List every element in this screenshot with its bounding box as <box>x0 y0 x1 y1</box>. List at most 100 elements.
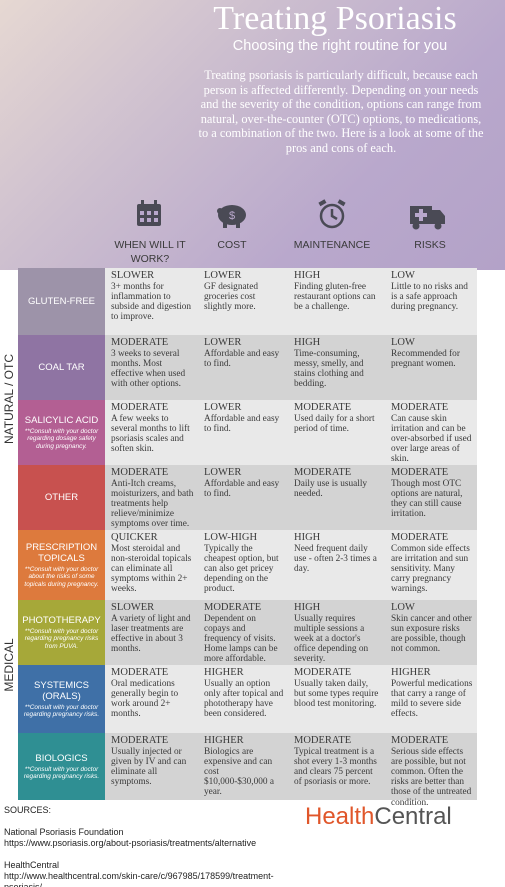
cell-text: Anti-Itch creams, moisturizers, and bath… <box>111 478 194 530</box>
table-cell: HIGH Usually requires multiple sessions a… <box>288 600 385 665</box>
cell-level: LOW <box>391 602 415 613</box>
cell-text: Skin cancer and other sun exposure risks… <box>391 613 472 655</box>
cell-level: SLOWER <box>111 270 155 281</box>
cell-level: LOW <box>391 337 415 348</box>
cell-level: SLOWER <box>111 602 155 613</box>
table-cell: MODERATE Anti-Itch creams, moisturizers, … <box>105 465 198 530</box>
table-cell: HIGHER Usually an option only after topic… <box>198 665 288 733</box>
cell-text: Little to no risks and is a safe approac… <box>391 281 468 312</box>
cell-text: Can cause skin irritation and can be ove… <box>391 413 472 465</box>
cell-level: LOWER <box>204 402 242 413</box>
cell-text: Affordable and easy to find. <box>204 478 280 499</box>
cell-text: Daily use is usually needed. <box>294 478 368 499</box>
cell-level: MODERATE <box>111 337 169 348</box>
icons: $ <box>137 199 445 230</box>
cell-level: HIGHER <box>204 735 244 746</box>
row-label: GLUTEN-FREE <box>18 268 105 335</box>
logo-part: Health <box>305 803 375 830</box>
table-cell: MODERATE Though most OTC options are natu… <box>385 465 477 530</box>
table-cell: HIGH Time-consuming, messy, smelly, and s… <box>288 335 385 400</box>
cell-level: HIGH <box>294 602 321 613</box>
table-cell: MODERATE Can cause skin irritation and ca… <box>385 400 477 465</box>
group-label: MEDICAL <box>2 638 16 692</box>
table-cell: MODERATE Dependent on copays and frequenc… <box>198 600 288 665</box>
column-header: WHEN WILL IT WORK? <box>114 239 186 265</box>
table-cell: MODERATE Common side effects are irritati… <box>385 530 477 600</box>
cell-level: LOW-HIGH <box>204 532 258 543</box>
cell-text: Most steroidal and non-steroidal topical… <box>111 543 192 595</box>
sources-label: SOURCES: <box>4 805 52 815</box>
cell-text: Common side effects are irritation and s… <box>391 543 470 595</box>
table-cell: LOWER Affordable and easy to find. <box>198 400 288 465</box>
row-label: OTHER <box>18 465 105 530</box>
table-cell: MODERATE Serious side effects are possibl… <box>385 733 477 808</box>
cell-text: Typical treatment is a shot every 1-3 mo… <box>294 746 377 788</box>
cell-text: Usually an option only after topical and… <box>204 678 284 720</box>
cell-level: MODERATE <box>391 532 449 543</box>
cell-text: Need frequent daily use - often 2-3 time… <box>294 543 377 574</box>
source-item: National Psoriasis Foundation <box>4 827 124 837</box>
cell-level: HIGH <box>294 270 321 281</box>
cell-text: Time-consuming, messy, smelly, and stain… <box>294 348 364 390</box>
cell-text: Finding gluten-free restaurant options c… <box>294 281 376 312</box>
cell-level: MODERATE <box>111 467 169 478</box>
table-cell: SLOWER A variety of light and laser treat… <box>105 600 198 665</box>
row-label: SALICYLIC ACID **Consult with your doctor… <box>18 400 105 465</box>
source-item: http://www.healthcentral.com/skin-care/c… <box>4 871 274 887</box>
cell-level: MODERATE <box>294 735 352 746</box>
cell-level: HIGH <box>294 532 321 543</box>
table-cell: HIGHER Powerful medications that carry a … <box>385 665 477 733</box>
table-cell: QUICKER Most steroidal and non-steroidal … <box>105 530 198 600</box>
header-background <box>0 0 505 270</box>
cell-level: MODERATE <box>391 402 449 413</box>
table-cell: HIGH Need frequent daily use - often 2-3 … <box>288 530 385 600</box>
table-cell: MODERATE Oral medications generally begin… <box>105 665 198 733</box>
row-label: PHOTOTHERAPY **Consult with your doctor r… <box>18 600 105 665</box>
source-item: HealthCentral <box>4 860 60 870</box>
cell-text: Biologics are expensive and can cost $10… <box>204 746 274 798</box>
cell-text: Dependent on copays and frequency of vis… <box>204 613 278 665</box>
cell-level: MODERATE <box>391 735 449 746</box>
cell-level: LOWER <box>204 270 242 281</box>
row-name: COAL TAR <box>38 362 85 373</box>
cell-text: Though most OTC options are natural, the… <box>391 478 463 520</box>
column-header: MAINTENANCE <box>293 239 371 251</box>
table-cell: MODERATE Typical treatment is a shot ever… <box>288 733 385 800</box>
cell-text: Oral medications generally begin to work… <box>111 678 179 720</box>
cell-level: MODERATE <box>111 402 169 413</box>
title: Treating Psoriasis <box>213 0 457 37</box>
row-label: BIOLOGICS **Consult with your doctor rega… <box>18 733 105 800</box>
cell-text: 3+ months for inflammation to subside an… <box>111 281 192 323</box>
cell-level: MODERATE <box>294 667 352 678</box>
cell-text: Powerful medications that carry a range … <box>391 678 473 720</box>
row-name: OTHER <box>44 492 79 503</box>
svg-text:$: $ <box>229 210 235 222</box>
logo-part: Central <box>374 803 452 830</box>
cell-text: Typically the cheapest option, but can a… <box>204 543 279 595</box>
cell-text: Affordable and easy to find. <box>204 413 280 434</box>
column-header: COST <box>217 239 247 251</box>
row-name: BIOLOGICS <box>35 752 88 764</box>
row-label: SYSTEMICS (ORALS) **Consult with your doc… <box>18 665 105 733</box>
cell-text: Used daily for a short period of time. <box>294 413 375 434</box>
cell-level: MODERATE <box>391 467 449 478</box>
cell-text: GF designated groceries cost slightly mo… <box>204 281 258 312</box>
table-cell: MODERATE Usually taken daily, but some ty… <box>288 665 385 733</box>
cell-text: A few weeks to several months to lift ps… <box>111 413 190 455</box>
cell-level: HIGHER <box>204 667 244 678</box>
cell-level: HIGH <box>294 337 321 348</box>
row-name: PHOTOTHERAPY <box>22 614 101 626</box>
row-note: **Consult with your doctor regarding dos… <box>24 427 99 450</box>
cell-level: LOWER <box>204 467 242 478</box>
table-cell: MODERATE Used daily for a short period of… <box>288 400 385 465</box>
row-name: PRESCRIPTION TOPICALS <box>25 541 98 564</box>
row-note: **Consult with your doctor regarding pre… <box>24 627 99 650</box>
cell-level: LOW <box>391 270 415 281</box>
table-cell: MODERATE Usually injected or given by IV … <box>105 733 198 800</box>
source-item: https://www.psoriasis.org/about-psoriasi… <box>4 838 257 848</box>
sources: SOURCES: National Psoriasis Foundation htt… <box>4 805 304 887</box>
table-cell: MODERATE A few weeks to several months to… <box>105 400 198 465</box>
cell-text: Usually requires multiple sessions a wee… <box>294 613 369 665</box>
cell-text: Usually taken daily, but some types requ… <box>294 678 379 709</box>
cell-text: Affordable and easy to find. <box>204 348 280 369</box>
